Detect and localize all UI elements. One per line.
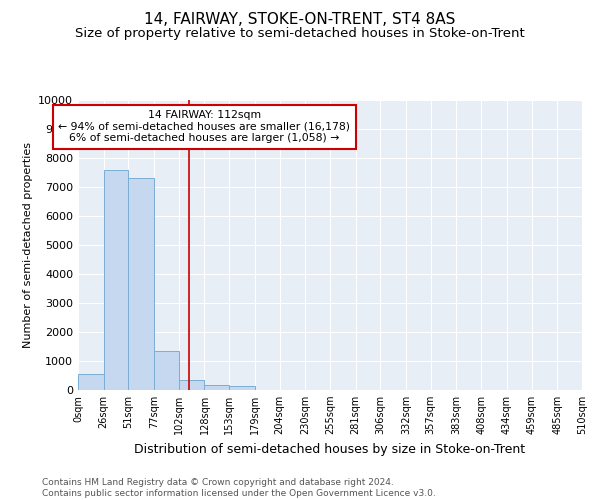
Bar <box>179 380 205 390</box>
Text: Contains HM Land Registry data © Crown copyright and database right 2024.
Contai: Contains HM Land Registry data © Crown c… <box>42 478 436 498</box>
Bar <box>104 170 128 390</box>
Bar <box>78 374 104 390</box>
Text: 14, FAIRWAY, STOKE-ON-TRENT, ST4 8AS: 14, FAIRWAY, STOKE-ON-TRENT, ST4 8AS <box>145 12 455 28</box>
Text: Size of property relative to semi-detached houses in Stoke-on-Trent: Size of property relative to semi-detach… <box>75 28 525 40</box>
Bar <box>128 178 154 390</box>
X-axis label: Distribution of semi-detached houses by size in Stoke-on-Trent: Distribution of semi-detached houses by … <box>134 442 526 456</box>
Y-axis label: Number of semi-detached properties: Number of semi-detached properties <box>23 142 32 348</box>
Bar <box>154 351 179 390</box>
Bar <box>205 385 229 390</box>
Text: 14 FAIRWAY: 112sqm
← 94% of semi-detached houses are smaller (16,178)
6% of semi: 14 FAIRWAY: 112sqm ← 94% of semi-detache… <box>58 110 350 144</box>
Bar <box>229 386 255 390</box>
